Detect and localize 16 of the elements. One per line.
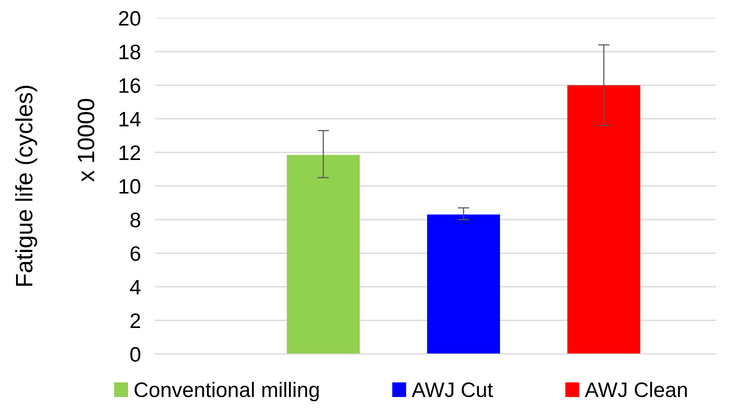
- y-tick-label: 2: [130, 313, 140, 328]
- legend-label: AWJ Cut: [412, 382, 493, 398]
- text: x 10000: [78, 98, 94, 182]
- y-tick-label: 8: [130, 212, 140, 228]
- y-tick-label: 18: [120, 44, 140, 60]
- y-tick-label: 16: [120, 78, 140, 93]
- y-tick-label: 20: [118, 11, 140, 26]
- legend-label: AWJ Clean: [584, 382, 687, 398]
- y-tick-label: 0: [130, 347, 140, 362]
- y-tick-label: 6: [130, 246, 140, 261]
- legend-label: Conventional milling: [134, 382, 319, 402]
- y-tick-label: 10: [120, 179, 140, 194]
- y-tick-label: 4: [130, 280, 140, 294]
- y-tick-label: 14: [120, 112, 141, 126]
- y-axis-title: Fatigue life (cycles): [15, 86, 38, 286]
- y-tick-label: 12: [120, 145, 140, 160]
